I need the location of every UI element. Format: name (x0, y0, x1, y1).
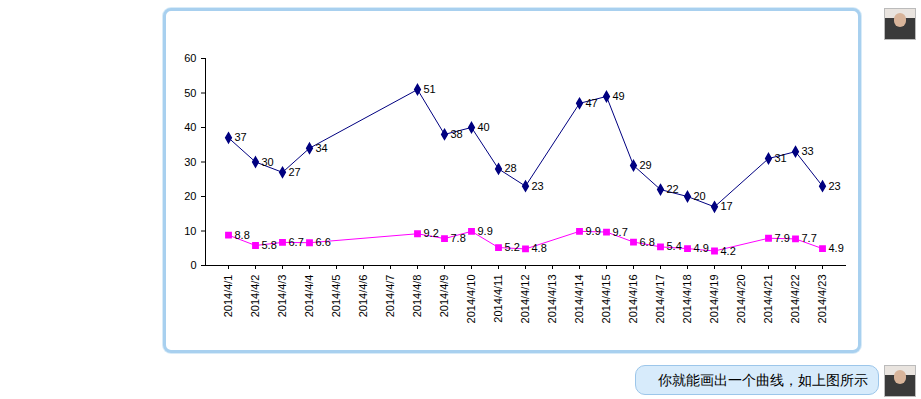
svg-text:23: 23 (532, 180, 544, 192)
svg-text:2014/4/6: 2014/4/6 (357, 275, 369, 318)
svg-text:4.8: 4.8 (532, 242, 547, 254)
svg-text:2014/4/14: 2014/4/14 (573, 275, 585, 324)
svg-text:60: 60 (184, 52, 196, 64)
svg-text:20: 20 (184, 190, 196, 202)
svg-text:2014/4/22: 2014/4/22 (789, 275, 801, 324)
svg-text:9.2: 9.2 (424, 227, 439, 239)
svg-text:28: 28 (505, 162, 517, 174)
svg-text:51: 51 (424, 83, 436, 95)
svg-text:2014/4/8: 2014/4/8 (411, 275, 423, 318)
svg-text:5.8: 5.8 (262, 239, 277, 251)
svg-text:37: 37 (235, 131, 247, 143)
svg-text:30: 30 (184, 156, 196, 168)
svg-text:2014/4/16: 2014/4/16 (627, 275, 639, 324)
svg-text:2014/4/12: 2014/4/12 (519, 275, 531, 324)
svg-text:2014/4/21: 2014/4/21 (762, 275, 774, 324)
svg-text:7.7: 7.7 (802, 232, 817, 244)
svg-text:9.9: 9.9 (586, 225, 601, 237)
svg-text:40: 40 (184, 121, 196, 133)
svg-text:2014/4/18: 2014/4/18 (681, 275, 693, 324)
html-text:你就能画出一个曲线，如上图所示: 你就能画出一个曲线，如上图所示 (658, 372, 868, 388)
svg-text:50: 50 (184, 87, 196, 99)
svg-text:2014/4/7: 2014/4/7 (384, 275, 396, 318)
svg-text:6.7: 6.7 (289, 236, 304, 248)
svg-text:9.9: 9.9 (478, 225, 493, 237)
svg-text:2014/4/3: 2014/4/3 (276, 275, 288, 318)
svg-text:34: 34 (316, 142, 328, 154)
svg-text:20: 20 (694, 190, 706, 202)
svg-text:2014/4/19: 2014/4/19 (708, 275, 720, 324)
svg-text:29: 29 (640, 159, 652, 171)
svg-text:47: 47 (586, 97, 598, 109)
svg-text:2014/4/23: 2014/4/23 (816, 275, 828, 324)
svg-text:2014/4/2: 2014/4/2 (249, 275, 261, 318)
svg-text:6.6: 6.6 (316, 236, 331, 248)
svg-text:2014/4/17: 2014/4/17 (654, 275, 666, 324)
svg-text:6.8: 6.8 (640, 236, 655, 248)
svg-text:40: 40 (478, 121, 490, 133)
svg-text:4.9: 4.9 (829, 242, 844, 254)
svg-text:2014/4/13: 2014/4/13 (546, 275, 558, 324)
svg-text:2014/4/20: 2014/4/20 (735, 275, 747, 324)
svg-text:22: 22 (667, 183, 679, 195)
svg-text:5.2: 5.2 (505, 241, 520, 253)
svg-text:2014/4/5: 2014/4/5 (330, 275, 342, 318)
svg-text:5.4: 5.4 (667, 240, 682, 252)
svg-text:7.8: 7.8 (451, 232, 466, 244)
svg-text:49: 49 (613, 90, 625, 102)
svg-text:30: 30 (262, 156, 274, 168)
svg-text:2014/4/15: 2014/4/15 (600, 275, 612, 324)
svg-text:7.9: 7.9 (775, 232, 790, 244)
svg-text:8.8: 8.8 (235, 229, 250, 241)
svg-text:2014/4/1: 2014/4/1 (222, 275, 234, 318)
svg-text:10: 10 (184, 225, 196, 237)
svg-text:27: 27 (289, 166, 301, 178)
svg-text:2014/4/11: 2014/4/11 (492, 275, 504, 323)
svg-text:4.9: 4.9 (694, 242, 709, 254)
svg-text:4.2: 4.2 (721, 245, 736, 257)
svg-text:2014/4/4: 2014/4/4 (303, 275, 315, 318)
svg-text:0: 0 (190, 259, 196, 271)
svg-text:31: 31 (775, 152, 787, 164)
svg-text:9.7: 9.7 (613, 226, 628, 238)
svg-text:2014/4/9: 2014/4/9 (438, 275, 450, 318)
svg-text:23: 23 (829, 180, 841, 192)
svg-text:17: 17 (721, 200, 733, 212)
svg-text:2014/4/10: 2014/4/10 (465, 275, 477, 324)
svg-text:33: 33 (802, 145, 814, 157)
svg-text:38: 38 (451, 128, 463, 140)
